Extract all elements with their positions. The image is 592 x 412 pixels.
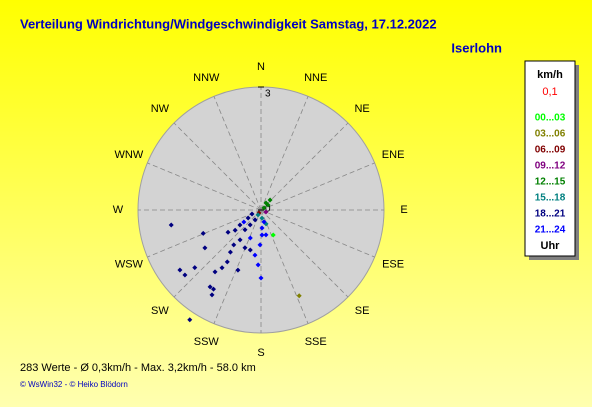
direction-label: ESE xyxy=(382,259,404,271)
direction-label: E xyxy=(400,204,407,216)
data-point xyxy=(227,249,233,255)
legend-label: 21...24 xyxy=(535,225,566,236)
direction-label: N xyxy=(257,61,265,73)
data-point xyxy=(237,222,243,228)
r-tick-label: 3 xyxy=(265,89,271,100)
direction-label: SSE xyxy=(305,336,327,348)
data-point xyxy=(257,242,263,248)
direction-label: WNW xyxy=(115,149,144,161)
data-point xyxy=(263,209,269,215)
data-point xyxy=(224,259,230,265)
data-point xyxy=(225,229,231,235)
data-point xyxy=(255,262,261,268)
spoke xyxy=(260,122,349,211)
legend-footer: Uhr xyxy=(541,240,561,252)
spoke xyxy=(173,209,262,298)
data-point xyxy=(200,230,206,236)
direction-label: W xyxy=(113,204,124,216)
data-point xyxy=(242,245,248,251)
data-point xyxy=(187,317,193,323)
spoke xyxy=(260,209,309,324)
data-point xyxy=(249,211,255,217)
direction-label: SW xyxy=(151,305,169,317)
direction-label: S xyxy=(257,347,264,359)
data-point xyxy=(259,232,265,238)
data-point xyxy=(231,242,237,248)
data-point xyxy=(247,247,253,253)
spoke xyxy=(260,209,375,258)
data-point xyxy=(296,293,302,299)
legend-label: 00...03 xyxy=(535,113,566,124)
direction-label: NNW xyxy=(193,72,220,84)
data-point xyxy=(270,232,276,238)
direction-label: NE xyxy=(354,103,369,115)
legend-label: 12...15 xyxy=(535,177,566,188)
spoke xyxy=(260,162,375,211)
data-point xyxy=(237,237,243,243)
data-point xyxy=(252,252,258,258)
data-point xyxy=(242,227,248,233)
legend-label: 15...18 xyxy=(535,193,566,204)
direction-label: NW xyxy=(151,103,170,115)
legend-label: 06...09 xyxy=(535,145,566,156)
data-point xyxy=(255,212,261,218)
data-point xyxy=(245,215,251,221)
data-point xyxy=(177,267,183,273)
data-point xyxy=(219,265,225,271)
data-point xyxy=(232,227,238,233)
direction-label: NNE xyxy=(304,72,327,84)
data-point xyxy=(263,200,269,206)
spoke xyxy=(260,209,349,298)
data-point xyxy=(247,235,253,241)
spoke xyxy=(147,209,262,258)
legend-label: 18...21 xyxy=(535,209,566,220)
direction-label: ENE xyxy=(382,149,405,161)
spoke xyxy=(173,122,262,211)
copyright: © WsWin32 - © Heiko Blödorn xyxy=(20,380,128,389)
data-point xyxy=(258,275,264,281)
legend-box xyxy=(524,60,576,257)
data-point xyxy=(267,197,273,203)
legend-title: km/h xyxy=(537,69,563,81)
direction-label: WSW xyxy=(115,259,144,271)
data-point xyxy=(252,217,258,223)
data-point xyxy=(247,222,253,228)
data-point xyxy=(235,267,241,273)
direction-label: SSW xyxy=(194,336,220,348)
chart-subtitle: Iserlohn xyxy=(451,40,502,55)
data-point xyxy=(168,222,174,228)
legend-label: 03...06 xyxy=(535,129,566,140)
data-point xyxy=(210,286,216,292)
data-point xyxy=(209,292,215,298)
spoke xyxy=(147,162,262,211)
data-point xyxy=(182,272,188,278)
data-point xyxy=(192,265,198,271)
data-point xyxy=(212,269,218,275)
data-point xyxy=(202,245,208,251)
chart-title: Verteilung Windrichtung/Windgeschwindigk… xyxy=(20,16,437,31)
legend-label: 09...12 xyxy=(535,161,566,172)
data-point xyxy=(259,225,265,231)
data-point xyxy=(241,219,247,225)
data-point xyxy=(261,205,267,211)
legend-calm: 0,1 xyxy=(542,86,557,98)
spoke xyxy=(213,209,262,324)
data-point xyxy=(207,284,213,290)
data-point xyxy=(259,215,265,221)
data-point xyxy=(261,219,267,225)
r-tick-label: 0 xyxy=(265,204,271,215)
spoke xyxy=(260,96,309,211)
data-point xyxy=(263,232,269,238)
direction-label: SE xyxy=(355,305,370,317)
footer: 283 Werte - Ø 0,3km/h - Max. 3,2km/h - 5… xyxy=(20,362,256,374)
spoke xyxy=(213,96,262,211)
